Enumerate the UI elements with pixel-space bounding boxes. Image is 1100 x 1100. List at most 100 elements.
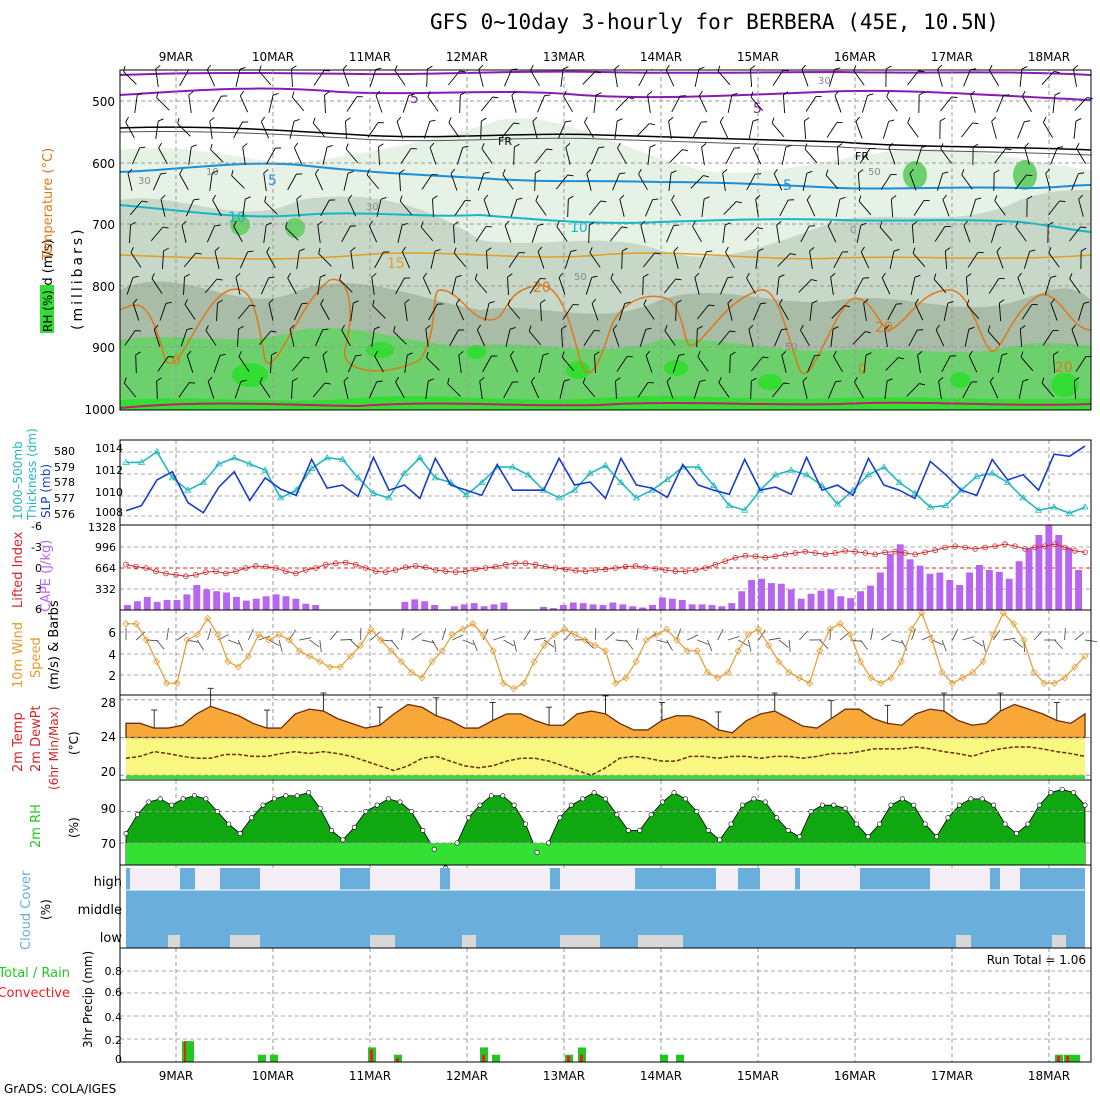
barb-shaft	[889, 251, 895, 269]
wind-barb	[819, 639, 829, 649]
wind-barb	[486, 247, 492, 270]
cape-bar	[569, 602, 577, 610]
barb-flag	[474, 273, 478, 280]
li-point	[962, 544, 968, 551]
barb-shaft	[853, 70, 865, 86]
wind-barb	[612, 172, 626, 191]
barb-flag	[345, 143, 349, 150]
wind-barb	[802, 376, 808, 399]
precip-conv-bar	[370, 1049, 373, 1062]
wind-barb	[610, 273, 622, 294]
barb-flag	[563, 90, 567, 97]
wind-barb	[909, 168, 917, 191]
wind-barb	[675, 299, 682, 322]
barb-flag	[1021, 66, 1028, 70]
barb-flag	[757, 248, 764, 252]
li-point	[762, 554, 769, 561]
wind-point	[244, 652, 252, 660]
data-point	[338, 455, 347, 462]
barb-flag	[320, 298, 324, 305]
cloud-label-a: Cloud Cover	[19, 870, 34, 950]
barb-flag	[708, 304, 715, 307]
contour-label: 0	[858, 362, 867, 378]
rh-point	[294, 793, 300, 799]
barb-shaft	[479, 381, 483, 399]
barb-flag	[139, 146, 146, 149]
barb-shaft	[535, 200, 547, 216]
barb-shaft	[345, 120, 347, 140]
date-axis-bottom: 9MAR 10MAR 11MAR 12MAR 13MAR 14MAR 15MAR 16MAR 1…	[159, 1069, 1070, 1083]
barb-shaft	[371, 329, 375, 347]
wind-barb	[278, 639, 283, 652]
cape-bar	[460, 604, 468, 610]
barb-flag	[1087, 96, 1093, 100]
date-label: 10MAR	[252, 50, 294, 64]
barb-flag	[912, 221, 918, 226]
barb-flag	[675, 278, 682, 281]
barb-shaft	[645, 355, 653, 373]
data-point	[385, 494, 393, 501]
barb-flag	[1078, 194, 1084, 200]
tick-label: 579	[54, 461, 75, 474]
barb-shaft	[231, 175, 245, 189]
barb-shaft	[430, 251, 436, 269]
barb-flag	[242, 143, 248, 148]
wind-barb	[180, 327, 193, 347]
wind-barb	[402, 93, 415, 113]
tick-label: 900	[92, 341, 115, 355]
barb-shaft	[987, 330, 1001, 346]
barb-shaft	[803, 120, 807, 140]
barb-shaft	[347, 199, 357, 217]
cape-bar	[431, 605, 439, 610]
barb-flag	[814, 354, 821, 357]
barb-flag	[407, 352, 413, 356]
wind-barb	[291, 356, 310, 372]
barb-flag	[1075, 118, 1082, 122]
barb-shaft	[266, 251, 276, 269]
li-point	[822, 551, 829, 558]
barb-flag	[371, 273, 377, 278]
wind-barb	[314, 328, 329, 347]
wind-barb	[484, 301, 495, 321]
barb-flag	[963, 220, 968, 226]
wind-barb	[1048, 200, 1066, 216]
rh-point	[865, 834, 871, 840]
barb-flag	[919, 383, 926, 386]
wind-barb	[560, 66, 569, 87]
barb-shaft	[152, 173, 162, 191]
barb-shaft	[150, 226, 164, 242]
barb-shaft	[296, 251, 300, 269]
barb-flag	[326, 145, 333, 148]
wind-barb	[809, 247, 815, 269]
wind-barb	[697, 351, 709, 372]
barb-flag	[324, 91, 330, 96]
barb-shaft	[1073, 121, 1077, 139]
wind-barb	[729, 351, 736, 374]
barb-flag	[947, 300, 954, 304]
barb-flag	[945, 247, 951, 252]
wind-barb	[559, 379, 570, 399]
rh-plot	[120, 779, 1091, 871]
wind-barb	[1054, 639, 1063, 650]
barb-shaft	[856, 225, 862, 243]
barb-shaft	[567, 198, 569, 218]
rh-point	[123, 831, 129, 837]
precip-conv-bar	[580, 1054, 583, 1062]
li-point	[253, 563, 259, 569]
rh-point	[602, 796, 608, 802]
barb-flag	[447, 377, 450, 384]
barb-shaft	[1052, 95, 1056, 113]
barb-shaft	[612, 173, 620, 191]
barb-flag	[649, 144, 656, 148]
rh-point	[945, 815, 951, 821]
wind-barb	[933, 273, 947, 294]
barb-flag	[699, 379, 706, 382]
barb-shaft	[750, 356, 764, 372]
date-label: 12MAR	[446, 1069, 488, 1083]
rh-legend-text: RH (%)	[41, 290, 55, 332]
wind-barb	[181, 220, 187, 243]
wind-barb	[907, 117, 919, 138]
wind-barb	[749, 65, 756, 88]
wind-barb	[697, 639, 709, 645]
wind-barb	[374, 350, 384, 373]
